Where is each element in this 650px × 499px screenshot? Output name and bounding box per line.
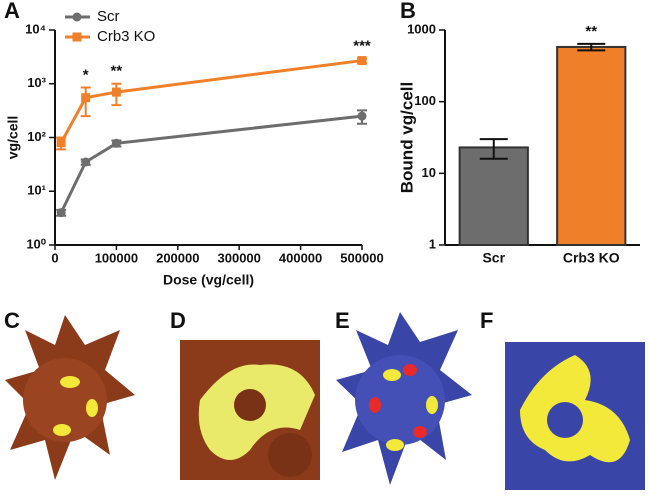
panel-label: D [170, 308, 186, 333]
error-bar [479, 138, 508, 160]
x-tick-label: 200000 [156, 250, 199, 265]
x-tick-label: Crb3 KO [563, 250, 620, 266]
y-tick-label: 1 [429, 236, 436, 251]
panel-label: E [335, 308, 350, 333]
y-tick-label: 100 [414, 93, 436, 108]
legend-label: Crb3 KO [97, 28, 155, 45]
panel-label: B [400, 0, 416, 23]
x-tick-label: 300000 [218, 250, 261, 265]
legend-marker [72, 32, 82, 42]
y-tick-label: 1000 [407, 21, 436, 36]
panel-label: A [4, 0, 20, 23]
point [357, 56, 367, 66]
x-tick-label: 100000 [95, 250, 138, 265]
series-line [59, 59, 363, 144]
y-tick-label: 10 [422, 165, 436, 180]
y-axis-label: vg/cell [5, 116, 21, 160]
surface-closeup [505, 342, 645, 490]
panel-label: C [4, 308, 20, 333]
structure-image [336, 312, 472, 485]
x-tick-label: 0 [51, 250, 58, 265]
annotation: * [83, 67, 89, 84]
panel-label: F [480, 308, 493, 333]
point [111, 87, 121, 97]
y-tick-label: 10⁰ [26, 236, 46, 251]
annotation: ** [585, 23, 597, 40]
bar [556, 45, 627, 246]
y-tick-label: 10¹ [27, 183, 46, 198]
bar [458, 146, 529, 246]
point [81, 93, 91, 103]
y-tick-label: 10³ [27, 75, 46, 90]
error-bar [577, 42, 606, 52]
y-tick-label: 10⁴ [25, 21, 46, 36]
structure-image [5, 315, 135, 480]
point [111, 138, 121, 148]
x-tick-label: 400000 [279, 250, 322, 265]
x-tick-label: Scr [482, 250, 505, 266]
legend-marker [72, 12, 82, 22]
annotation: ** [111, 63, 123, 80]
y-tick-label: 10² [27, 129, 46, 144]
x-tick-label: 500000 [340, 250, 383, 265]
annotation: *** [353, 37, 371, 54]
x-axis-label: Dose (vg/cell) [163, 272, 254, 288]
y-axis-label: Bound vg/cell [397, 82, 416, 193]
surface-closeup [180, 340, 320, 480]
point [357, 111, 367, 121]
series-line [59, 114, 363, 214]
legend-label: Scr [97, 8, 120, 25]
point [56, 138, 66, 148]
point [81, 157, 91, 167]
point [56, 208, 66, 218]
